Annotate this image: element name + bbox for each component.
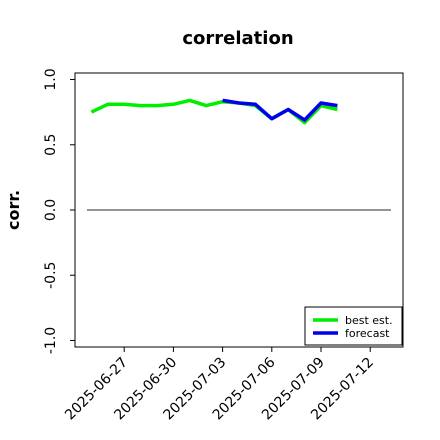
chart-title: correlation (182, 28, 293, 49)
legend-label: best est. (345, 314, 393, 327)
y-tick-label: -0.5 (43, 262, 59, 289)
y-tick-label: 0.5 (43, 134, 59, 156)
legend-box (304, 306, 403, 346)
y-tick-label: 0.0 (43, 199, 59, 221)
y-tick-label: -1.0 (43, 327, 59, 354)
y-tick-label: 1.0 (43, 68, 59, 90)
plot-area: 1.00.50.0-0.5-1.02025-06-272025-06-30202… (43, 68, 404, 423)
series-line-forecast (222, 98, 338, 122)
legend-label: forecast (345, 327, 390, 340)
y-axis-label: corr. (4, 190, 23, 230)
